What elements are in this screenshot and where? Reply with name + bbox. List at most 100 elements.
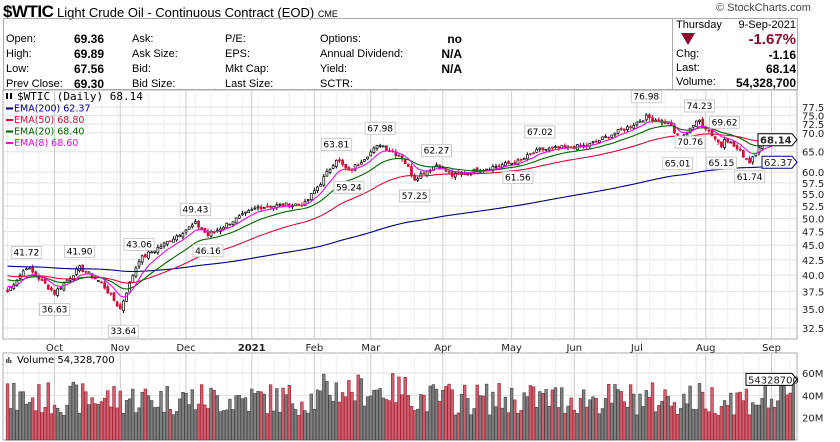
volume-bar — [369, 395, 373, 441]
volume-bar — [300, 401, 304, 441]
volume-bar — [694, 409, 699, 441]
x-month-label: Feb — [306, 343, 324, 354]
volume-bar — [660, 400, 664, 441]
volume-bar — [497, 383, 501, 441]
volume-bar — [15, 409, 19, 441]
volume-value: 54,328,700 — [735, 76, 796, 90]
candle — [597, 140, 601, 144]
volume-bar — [131, 388, 135, 441]
volume-bar — [416, 408, 420, 441]
volume-bar — [575, 413, 580, 441]
volume-bar — [306, 412, 310, 441]
volume-bar — [751, 402, 755, 441]
y-tick-label: 55.0 — [802, 190, 824, 201]
candle — [256, 204, 260, 211]
price-annotation: 46.16 — [192, 244, 224, 258]
candle — [103, 280, 106, 290]
candle — [266, 202, 269, 208]
volume-bar — [109, 406, 113, 441]
volume-bar — [146, 395, 151, 441]
price-annotation: 67.98 — [364, 121, 396, 135]
volume-bar — [419, 394, 423, 441]
volume-bar — [237, 394, 241, 441]
candle — [159, 243, 163, 250]
volume-bar — [491, 391, 495, 441]
volume-bar — [569, 397, 573, 441]
volume-bar — [275, 388, 279, 441]
candle — [109, 292, 113, 296]
volume-bar — [560, 387, 564, 441]
candle — [422, 171, 426, 175]
candle — [319, 182, 323, 187]
volume-bar — [556, 407, 561, 441]
volume-bar — [365, 396, 370, 441]
volume-bar — [663, 389, 667, 441]
price-annotation: 65.01 — [662, 157, 694, 171]
volume-bar — [456, 412, 461, 441]
volume-bar — [68, 385, 72, 441]
svg-text:57.25: 57.25 — [402, 192, 428, 202]
x-month-label: Nov — [111, 343, 131, 354]
price-annotation: 76.98 — [630, 90, 662, 104]
svg-text:36.63: 36.63 — [42, 306, 68, 316]
candle — [360, 159, 363, 165]
info-label: Ask Size: — [132, 48, 178, 60]
volume-bar — [340, 392, 345, 441]
volume-bar — [484, 383, 489, 441]
volume-bar — [71, 381, 75, 441]
info-label: High: — [6, 48, 32, 60]
volume-bar — [625, 406, 630, 441]
chg-value: -1.16 — [768, 48, 796, 62]
volume-bar — [763, 384, 767, 441]
svg-text:33.64: 33.64 — [111, 327, 137, 337]
candle — [375, 144, 379, 151]
price-annotation: 74.23 — [684, 99, 716, 113]
volume-bar — [791, 379, 796, 441]
quote-date: 9-Sep-2021 — [738, 19, 797, 31]
volume-bar — [675, 413, 680, 441]
volume-bar — [171, 414, 176, 441]
candle — [485, 168, 488, 171]
x-month-label: Dec — [176, 343, 195, 354]
volume-bar — [469, 414, 473, 441]
volume-bar — [391, 373, 395, 441]
volume-bar — [607, 383, 611, 441]
info-label: Ask: — [132, 33, 154, 45]
volume-bar — [585, 406, 589, 441]
volume-bar — [672, 402, 677, 441]
price-annotation: 67.02 — [524, 125, 556, 139]
volume-bar — [776, 400, 780, 441]
volume-bar — [475, 384, 479, 441]
y-tick-label: 57.5 — [802, 179, 824, 190]
candle — [626, 125, 629, 133]
candle — [591, 140, 595, 145]
info-label: Last Size: — [225, 78, 274, 90]
copyright[interactable]: © StockCharts.com — [716, 2, 811, 14]
volume-bar — [400, 394, 404, 441]
volume-bar — [679, 408, 683, 441]
volume-bar — [594, 398, 598, 441]
volume-bar — [406, 395, 410, 441]
candle — [356, 163, 360, 167]
candle — [115, 300, 119, 308]
volume-bar — [168, 409, 173, 441]
y-tick-label: 37.5 — [802, 288, 824, 299]
candle — [507, 160, 510, 165]
exchange: CME — [317, 9, 338, 19]
candle — [720, 141, 723, 149]
candle — [172, 235, 175, 243]
info-label: Prev Close: — [6, 78, 63, 90]
volume-bar — [134, 412, 138, 441]
volume-bar — [322, 373, 326, 441]
price-annotation: 69.62 — [709, 115, 741, 129]
svg-text:61.74: 61.74 — [737, 173, 763, 183]
candle — [118, 302, 122, 310]
ema50-line — [7, 133, 794, 284]
ema8-line — [7, 120, 794, 298]
svg-text:61.56: 61.56 — [505, 174, 531, 184]
volume-bar — [600, 408, 605, 441]
volume-bar — [772, 406, 777, 441]
volume-bar — [187, 404, 191, 441]
volume-bar — [118, 390, 122, 441]
